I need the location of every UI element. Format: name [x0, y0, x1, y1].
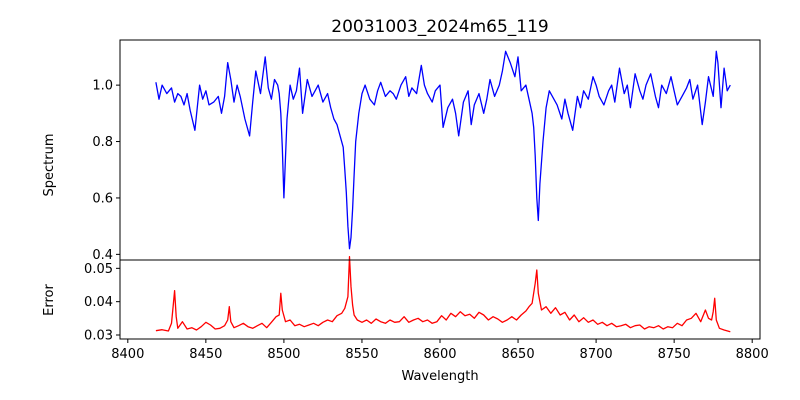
error-x-tick-label: 8650 [502, 347, 535, 362]
spectrum-y-axis-label: Spectrum [42, 134, 57, 197]
spectrum-y-tick-label: 0.4 [92, 248, 113, 263]
error-line [155, 256, 731, 333]
x-axis-label: Wavelength [401, 369, 478, 384]
error-axes: 0.03 0.04 0.05 8400 8450 8500 8550 8600 8650 870… [42, 256, 769, 384]
error-y-axis-label: Error [42, 284, 57, 316]
error-x-tick-label: 8700 [580, 347, 613, 362]
spectrum-line [155, 50, 731, 250]
error-x-tick-label: 8550 [345, 347, 378, 362]
error-x-tick-label: 8500 [267, 347, 300, 362]
spectrum-y-tick-label: 1.0 [92, 79, 113, 94]
error-y-tick-label: 0.03 [84, 329, 113, 344]
spectrum-y-tick-label: 0.6 [92, 191, 113, 206]
error-y-ticks: 0.03 0.04 0.05 [84, 262, 120, 344]
error-x-ticks: 8400 8450 8500 8550 8600 8650 8700 8750 8800 [111, 339, 769, 362]
error-x-tick-label: 8800 [736, 347, 769, 362]
spectrum-axes: 0.4 0.6 0.8 1.0 Spectrum [42, 39, 761, 263]
error-y-tick-label: 0.04 [84, 295, 113, 310]
error-x-tick-label: 8600 [423, 347, 456, 362]
error-x-tick-label: 8400 [111, 347, 144, 362]
error-plot-frame [119, 259, 761, 340]
chart-title: 20031003_2024m65_119 [331, 17, 548, 37]
error-x-tick-label: 8450 [189, 347, 222, 362]
spectrum-y-ticks: 0.4 0.6 0.8 1.0 [92, 79, 120, 263]
error-x-tick-label: 8750 [658, 347, 691, 362]
error-y-tick-label: 0.05 [84, 262, 113, 277]
spectrum-y-tick-label: 0.8 [92, 135, 113, 150]
